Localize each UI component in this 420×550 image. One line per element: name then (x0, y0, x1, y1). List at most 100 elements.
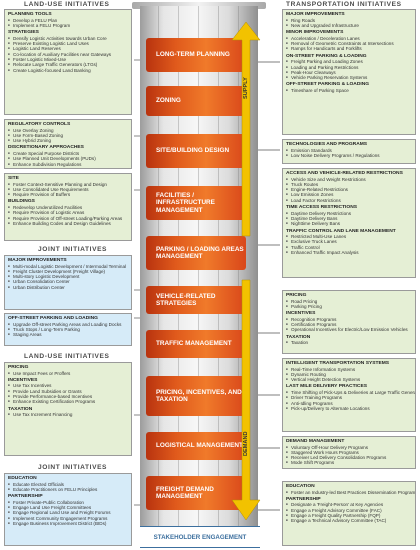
list-item: Recognition Programs (286, 317, 412, 323)
supply-label: Supply (243, 77, 249, 99)
band-label: Freight Demand Management (156, 485, 214, 500)
section-title: Minor Improvements (286, 30, 344, 36)
sec-off-street-parking-loading: Off-Street Parking and Loading Upgrade O… (8, 316, 128, 338)
list-item: Redevelop Underutilized Facilities (8, 205, 128, 211)
list-item: Voluntary Off-Hour Delivery Programs (286, 445, 412, 451)
band-label: Facilities / Infrastructure Management (156, 191, 215, 214)
sec-minor-improvements: Minor Improvements Acceleration / Decele… (286, 30, 412, 52)
list-item: Implement Community Engagement Programs (8, 516, 128, 522)
section-title: Incentives (8, 377, 38, 383)
band-facilities-infrastructure: Facilities / Infrastructure Management (146, 186, 246, 220)
sec-planning-tools: Planning Tools Develop a FELU Plan Imple… (8, 12, 128, 29)
sec-demand-management: Demand Management Voluntary Off-Hour Del… (286, 439, 412, 466)
base-label: Stakeholder Engagement (153, 533, 247, 541)
list-item: Nighttime Delivery Bans (286, 221, 412, 227)
section-title: Planning Tools (8, 12, 52, 17)
band-traffic-management: Traffic Management (146, 330, 246, 358)
list-item: Logistic Land Reserves (8, 46, 128, 52)
band-label: Vehicle-Related Strategies (156, 292, 216, 307)
sec-site: Site Foster Context-Sensitive Planning a… (8, 176, 128, 198)
list-item: Develop a FELU Plan (8, 18, 128, 24)
joint-initiatives-header-bottom: JOINT INITIATIVES (38, 464, 108, 471)
list-item: Acceleration / Deceleration Lanes (286, 36, 412, 42)
demand-label: Demand (243, 431, 249, 456)
section-title: Access and Vehicle-Related Restrictions (286, 171, 403, 176)
list-item: Receiver Led Delivery Consolidation Prog… (286, 455, 412, 461)
right-panel-demand-management: Demand Management Voluntary Off-Hour Del… (282, 436, 416, 469)
section-title: Off-Street Parking & Loading (286, 82, 370, 88)
section-title: Education (286, 484, 315, 489)
sec-pricing: Pricing Road Pricing Parking Pricing (286, 293, 412, 310)
left-panel-major-improvements: Major Improvements Multi-modal Logistic … (4, 255, 132, 310)
list-item: Co-location of Auxiliary Facilities near… (8, 52, 128, 58)
sec-education: Education Educate Elected Officials Educ… (8, 476, 128, 493)
list-item: Use Consolidated Use Requirements (8, 187, 128, 193)
right-panel-education-partnership: Education Foster an Industry-led Best Pr… (282, 481, 416, 546)
section-title: Taxation (286, 334, 311, 340)
list-item: Exclusive Truck Lanes (286, 239, 412, 245)
list-item: Engage a Freight Advisory Committee (FAC… (286, 508, 412, 514)
sec-taxation: Taxation Taxation (286, 335, 412, 346)
landuse-initiatives-header-mid: LAND-USE INITIATIVES (24, 353, 110, 360)
list-item: Anti-Idling Programs (286, 401, 412, 407)
sec-technologies-programs: Technologies and Programs Emission Stand… (286, 142, 412, 159)
list-item: Peak-Hour Clearways (286, 70, 412, 76)
section-title: Pricing (8, 365, 29, 370)
section-title: Demand Management (286, 439, 345, 444)
list-item: Engage Business Improvement District (BI… (8, 521, 128, 527)
section-title: Partnership (8, 494, 43, 500)
list-item: Staging Areas (8, 332, 128, 338)
section-title: Traffic Control and Lane Management (286, 228, 396, 234)
list-item: Use Impact Fees or Proffers (8, 371, 128, 377)
list-item: Use Planned Unit Developments (PUDs) (8, 156, 128, 162)
list-item: Vehicle Parking Reservation Systems (286, 75, 412, 81)
sec-regulatory-controls: Regulatory Controls Use Overlay Zoning U… (8, 122, 128, 144)
band-zoning: Zoning (146, 86, 246, 116)
list-item: Multi-modal Logistic Development / Inter… (8, 264, 128, 270)
band-long-term-planning: Long-Term Planning (146, 38, 246, 72)
list-item: Parking Pricing (286, 304, 412, 310)
list-item: Truck Stops / Long-Term Parking (8, 327, 128, 333)
supply-arrow-icon (231, 21, 261, 237)
list-item: Daytime Delivery Bans (286, 216, 412, 222)
list-item: Foster an Industry-led Best Practices Di… (286, 490, 415, 496)
sec-access-vehicle-restrictions: Access and Vehicle-Related Restrictions … (286, 171, 412, 203)
sec-time-access-restrictions: Time Access Restrictions Daytime Deliver… (286, 205, 412, 227)
list-item: Use Tax Incentives (8, 383, 128, 389)
list-item: Removal of Geometric Constraints at Inte… (286, 41, 412, 47)
left-panel-site-building: Site Foster Context-Sensitive Planning a… (4, 173, 132, 241)
left-panel-long-term-planning: Planning Tools Develop a FELU Plan Imple… (4, 9, 132, 115)
list-item: Load Factor Restrictions (286, 198, 412, 204)
list-item: Foster Private-Public Collaboration (8, 500, 128, 506)
band-label: Pricing, Incentives, and Taxation (156, 388, 242, 403)
list-item: Timeshare of Parking Space (286, 88, 412, 94)
list-item: Foster Logistic Mixed-Use (8, 57, 128, 63)
section-title: Incentives (286, 311, 316, 317)
list-item: Engage a Technical Advisory Committee (T… (286, 518, 412, 524)
sec-pricing: Pricing Use Impact Fees or Proffers (8, 365, 128, 376)
list-item: Low Emission Zones (286, 192, 412, 198)
sec-taxation: Taxation Use Tax Increment Financing (8, 407, 128, 418)
list-item: Enhance Building Codes and Design Guidel… (8, 221, 128, 227)
list-item: Freight Parking and Loading Zones (286, 59, 412, 65)
right-panel-its-last-mile: Intelligent Transportation Systems Real-… (282, 358, 416, 432)
list-item: Educate Practitioners on FELU Principles (8, 487, 128, 493)
list-item: Urban Consolidation Center (8, 279, 128, 285)
list-item: Use Form-Based Zoning (8, 133, 128, 139)
sec-partnership: Partnership Foster Private-Public Collab… (8, 494, 128, 526)
sec-major-improvements: Major Improvements Multi-modal Logistic … (8, 258, 128, 290)
list-item: Truck Routes (286, 182, 412, 188)
list-item: Enhanced Traffic Impact Analysis (286, 250, 412, 256)
band-label: Logistical Management (156, 442, 243, 450)
list-item: Enhance Subdivision Regulations (8, 162, 128, 168)
section-title: Off-Street Parking and Loading (8, 316, 98, 321)
band-label: Traffic Management (156, 340, 232, 348)
left-panel-zoning: Regulatory Controls Use Overlay Zoning U… (4, 119, 132, 169)
list-item: Engage Regional Land Use and Freight For… (8, 510, 128, 516)
list-item: Taxation (286, 340, 412, 346)
list-item: Use Tax Increment Financing (8, 412, 128, 418)
list-item: Use Overlay Zoning (8, 128, 128, 134)
section-title: Time Access Restrictions (286, 205, 358, 211)
list-item: New and Upgraded Infrastructure (286, 23, 412, 29)
